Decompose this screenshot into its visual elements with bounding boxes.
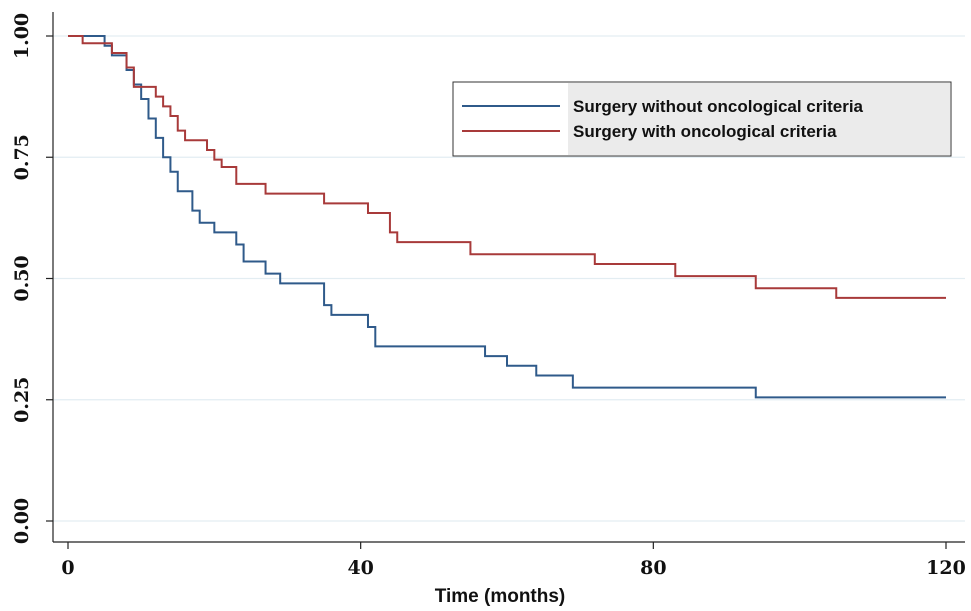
x-axis-ticks: 0 40 80 120 [61,542,966,579]
x-tick-label: 80 [640,557,666,579]
legend: Surgery without oncological criteria Sur… [452,81,952,157]
y-tick-label: 0.50 [11,255,33,301]
y-tick-label: 0.25 [11,377,33,423]
y-tick-label: 0.75 [11,134,33,180]
y-tick-label: 0.00 [11,498,33,544]
x-tick-label: 120 [926,557,966,579]
series-line-with-criteria [68,35,946,299]
grid-lines [53,35,965,522]
x-tick-label: 40 [347,557,373,579]
legend-label-without-criteria: Surgery without oncological criteria [573,97,864,116]
legend-label-with-criteria: Surgery with oncological criteria [573,122,837,141]
x-axis-title: Time (months) [435,586,566,607]
series-lines [68,35,946,399]
legend-label-background [568,83,950,155]
x-tick-label: 0 [61,557,74,579]
series-line-without-criteria [68,35,946,399]
y-tick-label: 1.00 [11,13,33,59]
y-axis-ticks: 0.00 0.25 0.50 0.75 1.00 [11,13,53,544]
